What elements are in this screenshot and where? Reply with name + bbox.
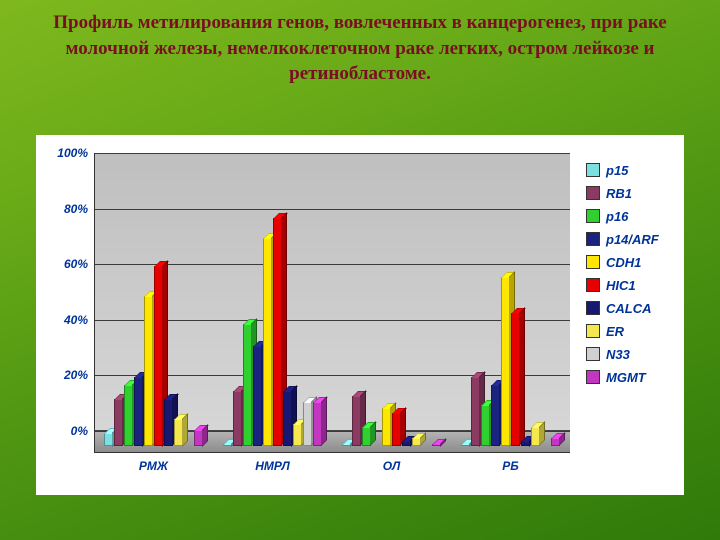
bar	[273, 218, 282, 446]
legend-label: p15	[606, 164, 628, 177]
legend-swatch	[586, 232, 600, 246]
plot-area: 0%20%40%60%80%100%РМЖНМРЛОЛРБ	[94, 153, 570, 453]
y-axis-label: 100%	[57, 146, 88, 160]
bar	[134, 377, 143, 447]
bar	[283, 391, 292, 447]
x-axis-label: РБ	[461, 459, 561, 473]
grid-line	[94, 209, 570, 210]
legend-label: ER	[606, 325, 624, 338]
y-axis-label: 20%	[64, 368, 88, 382]
legend-item: ER	[586, 324, 676, 338]
legend-label: RB1	[606, 187, 632, 200]
legend-item: p15	[586, 163, 676, 177]
bar	[461, 444, 470, 447]
legend-swatch	[586, 324, 600, 338]
bar	[412, 438, 421, 446]
bar	[243, 324, 252, 446]
bar	[174, 419, 183, 447]
bar	[293, 424, 302, 446]
bar	[402, 441, 411, 447]
legend-swatch	[586, 255, 600, 269]
bar	[342, 444, 351, 447]
bar	[501, 277, 510, 447]
bar	[144, 296, 153, 446]
bar	[521, 441, 530, 447]
bar	[164, 399, 173, 446]
bar	[253, 346, 262, 446]
legend-item: N33	[586, 347, 676, 361]
x-axis-label: ОЛ	[342, 459, 442, 473]
bar	[382, 408, 391, 447]
bar	[511, 313, 520, 446]
bar	[233, 391, 242, 447]
legend-item: MGMT	[586, 370, 676, 384]
legend-swatch	[586, 278, 600, 292]
bar	[114, 399, 123, 446]
legend-label: p14/ARF	[606, 233, 659, 246]
legend-item: CDH1	[586, 255, 676, 269]
grid-line	[94, 153, 570, 154]
bar	[432, 444, 441, 447]
bar	[392, 413, 401, 446]
bar	[531, 427, 540, 446]
bar	[481, 405, 490, 447]
bar	[471, 377, 480, 447]
legend-label: p16	[606, 210, 628, 223]
bar	[263, 238, 272, 447]
bar	[491, 385, 500, 446]
legend-swatch	[586, 163, 600, 177]
bar	[154, 266, 163, 447]
legend-item: HIC1	[586, 278, 676, 292]
y-axis-label: 80%	[64, 202, 88, 216]
y-axis-label: 0%	[71, 424, 88, 438]
y-axis-label: 40%	[64, 313, 88, 327]
legend: p15 RB1 p16 p14/ARF CDH1 HIC1 CALCA ER N33 MGMT	[586, 163, 676, 393]
x-axis-label: РМЖ	[104, 459, 204, 473]
y-axis-label: 60%	[64, 257, 88, 271]
legend-swatch	[586, 347, 600, 361]
bar	[124, 385, 133, 446]
legend-item: RB1	[586, 186, 676, 200]
bar	[223, 444, 232, 447]
legend-label: MGMT	[606, 371, 646, 384]
bar	[194, 430, 203, 447]
bar	[352, 396, 361, 446]
x-axis-label: НМРЛ	[223, 459, 323, 473]
legend-label: CDH1	[606, 256, 641, 269]
legend-swatch	[586, 370, 600, 384]
bar	[551, 438, 560, 446]
legend-label: HIC1	[606, 279, 636, 292]
bar	[303, 402, 312, 446]
legend-swatch	[586, 301, 600, 315]
legend-swatch	[586, 186, 600, 200]
bar	[104, 433, 113, 447]
chart-container: 0%20%40%60%80%100%РМЖНМРЛОЛРБ p15RB1p16p…	[36, 135, 684, 495]
legend-swatch	[586, 209, 600, 223]
legend-label: N33	[606, 348, 630, 361]
page-title: Профиль метилирования генов, вовлеченных…	[0, 0, 720, 87]
legend-item: p16	[586, 209, 676, 223]
bar	[313, 402, 322, 446]
legend-item: p14/ARF	[586, 232, 676, 246]
legend-label: CALCA	[606, 302, 652, 315]
bar	[362, 427, 371, 446]
legend-item: CALCA	[586, 301, 676, 315]
